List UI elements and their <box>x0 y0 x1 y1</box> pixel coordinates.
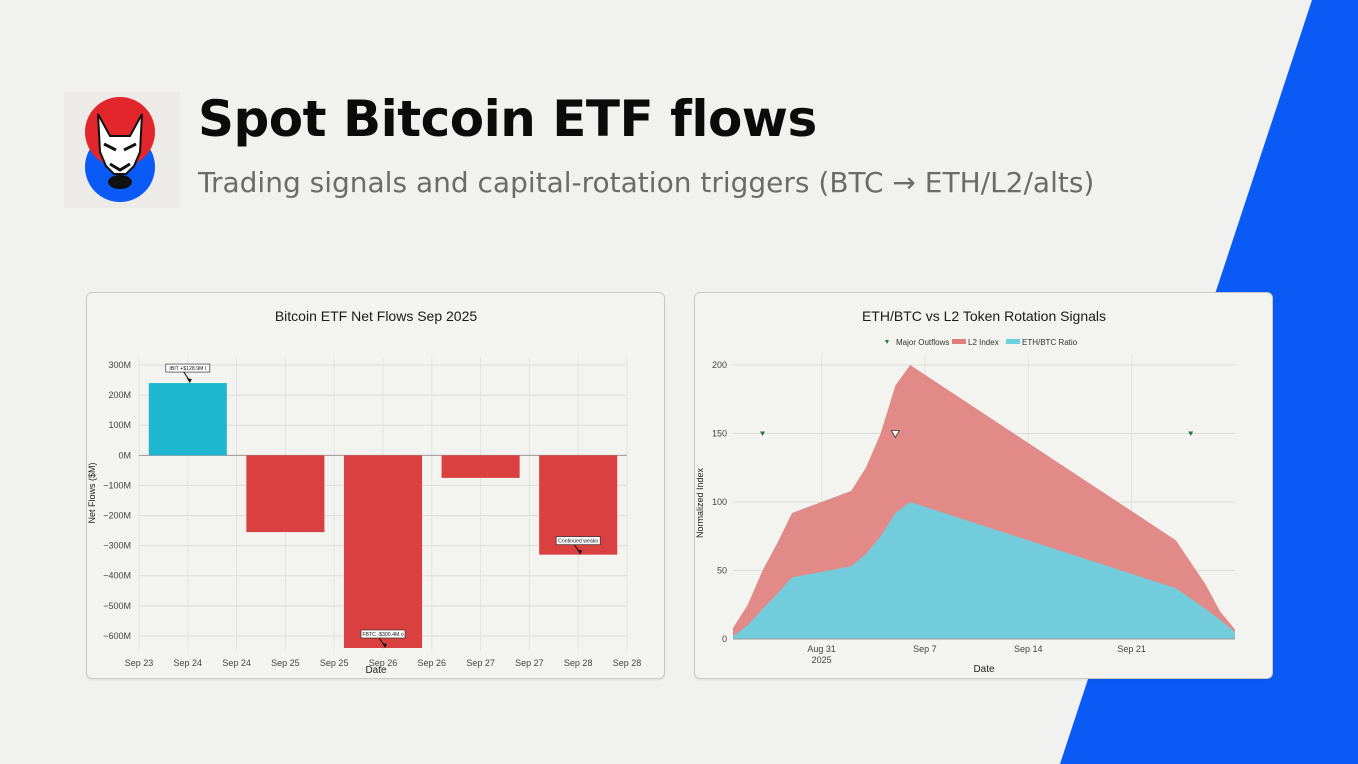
bar-chart-ytick-label: 300M <box>108 360 131 370</box>
bar-chart-ytick-label: 100M <box>108 420 131 430</box>
bar-chart-annotation: IBIT +$128.9M I <box>165 363 211 384</box>
area-chart-title: ETH/BTC vs L2 Token Rotation Signals <box>862 308 1106 324</box>
bar-chart-ytick-label: −600M <box>103 631 131 641</box>
legend-swatch <box>1006 339 1020 344</box>
etf-flows-chart-card: Bitcoin ETF Net Flows Sep 2025 300M 200M 10… <box>86 292 665 679</box>
annotation-box <box>555 536 601 546</box>
area-chart-xtick-label: Sep 14 <box>1014 644 1043 654</box>
area-chart-ytick-label: 50 <box>717 566 727 576</box>
bar-chart-ytick-label: −400M <box>103 571 131 581</box>
legend-entry-label: ETH/BTC Ratio <box>1022 338 1078 347</box>
area-chart-ylabel: Normalized Index <box>695 467 705 538</box>
bar-chart-ylabel: Net Flows ($M) <box>87 462 97 523</box>
area-chart-ytick-label: 200 <box>712 360 727 370</box>
area-chart-xlabel: Date <box>973 664 995 675</box>
legend-entry-label: Major Outflows <box>896 338 949 347</box>
bar-chart-xtick-label: Sep 27 <box>515 658 544 668</box>
bar-chart-xtick-label: Sep 28 <box>564 658 593 668</box>
rotation-signals-area-chart: ETH/BTC vs L2 Token Rotation Signals Majo… <box>695 308 1235 675</box>
bar-chart-xlabel: Date <box>365 665 387 676</box>
page-title: Spot Bitcoin ETF flows <box>198 90 817 148</box>
bar-chart-xtick-label: Sep 25 <box>271 658 300 668</box>
bar-chart-ytick-label: −100M <box>103 480 131 490</box>
major-outflow-marker <box>1188 431 1194 436</box>
bar-chart-ytick-label: 200M <box>108 390 131 400</box>
bar-chart-ytick-label: −300M <box>103 541 131 551</box>
bar-chart-xtick-label: Sep 23 <box>125 658 154 668</box>
bar-sep-27 <box>441 455 520 478</box>
annotation-arrowhead <box>186 378 192 384</box>
series-eth-btc-area <box>733 502 1235 639</box>
brand-logo <box>64 92 180 208</box>
bar-chart-annotation: FBTC -$300.4M o <box>360 629 406 648</box>
annotation-label: IBIT +$128.9M I <box>169 366 206 372</box>
annotation-box <box>165 363 211 373</box>
area-chart-xtick-label: Sep 21 <box>1117 644 1146 654</box>
annotation-label: Continued weakn <box>558 539 598 545</box>
annotation-label: FBTC -$300.4M o <box>362 632 403 638</box>
annotation-arrowhead <box>382 642 387 648</box>
bar-chart-title: Bitcoin ETF Net Flows Sep 2025 <box>275 308 478 324</box>
legend-marker-icon <box>885 340 889 344</box>
bar-chart-xtick-label: Sep 24 <box>222 658 251 668</box>
legend-entry-label: L2 Index <box>968 338 999 347</box>
area-chart-ytick-label: 0 <box>722 634 727 644</box>
annotation-arrowhead <box>577 549 583 555</box>
bar-chart-xtick-label: Sep 28 <box>613 658 642 668</box>
major-outflow-marker <box>890 430 901 439</box>
bar-chart-xtick-label: Sep 25 <box>320 658 349 668</box>
rotation-signals-chart-card: ETH/BTC vs L2 Token Rotation Signals Majo… <box>694 292 1273 679</box>
bar-chart-xtick-label: Sep 26 <box>418 658 447 668</box>
bar-chart-ytick-label: −200M <box>103 511 131 521</box>
area-chart-ytick-label: 100 <box>712 497 727 507</box>
bar-sep-25 <box>246 455 325 533</box>
annotation-box <box>360 629 406 639</box>
legend-swatch <box>952 339 966 344</box>
area-chart-xtick-label: Aug 31 <box>807 644 836 654</box>
page-subtitle: Trading signals and capital-rotation tri… <box>198 166 1095 199</box>
bar-chart-xtick-label: Sep 24 <box>174 658 203 668</box>
bar-chart-xtick-label: Sep 26 <box>369 658 398 668</box>
bar-chart-xtick-label: Sep 27 <box>466 658 495 668</box>
bar-sep-26 <box>343 455 423 648</box>
area-chart-ytick-label: 150 <box>712 429 727 439</box>
bar-chart-ytick-label: 0M <box>118 450 131 460</box>
bar-chart-ytick-label: −500M <box>103 601 131 611</box>
etf-flows-bar-chart: Bitcoin ETF Net Flows Sep 2025 300M 200M 10… <box>87 308 642 676</box>
bar-chart-annotation: Continued weakn <box>555 536 601 555</box>
major-outflow-marker <box>760 431 766 436</box>
bar-sep-24 <box>148 383 227 456</box>
area-chart-xtick-label: Sep 7 <box>913 644 937 654</box>
area-chart-legend: Major Outflows L2 Index ETH/BTC Ratio <box>885 338 1078 347</box>
area-chart-xtick-sublabel: 2025 <box>812 655 832 665</box>
